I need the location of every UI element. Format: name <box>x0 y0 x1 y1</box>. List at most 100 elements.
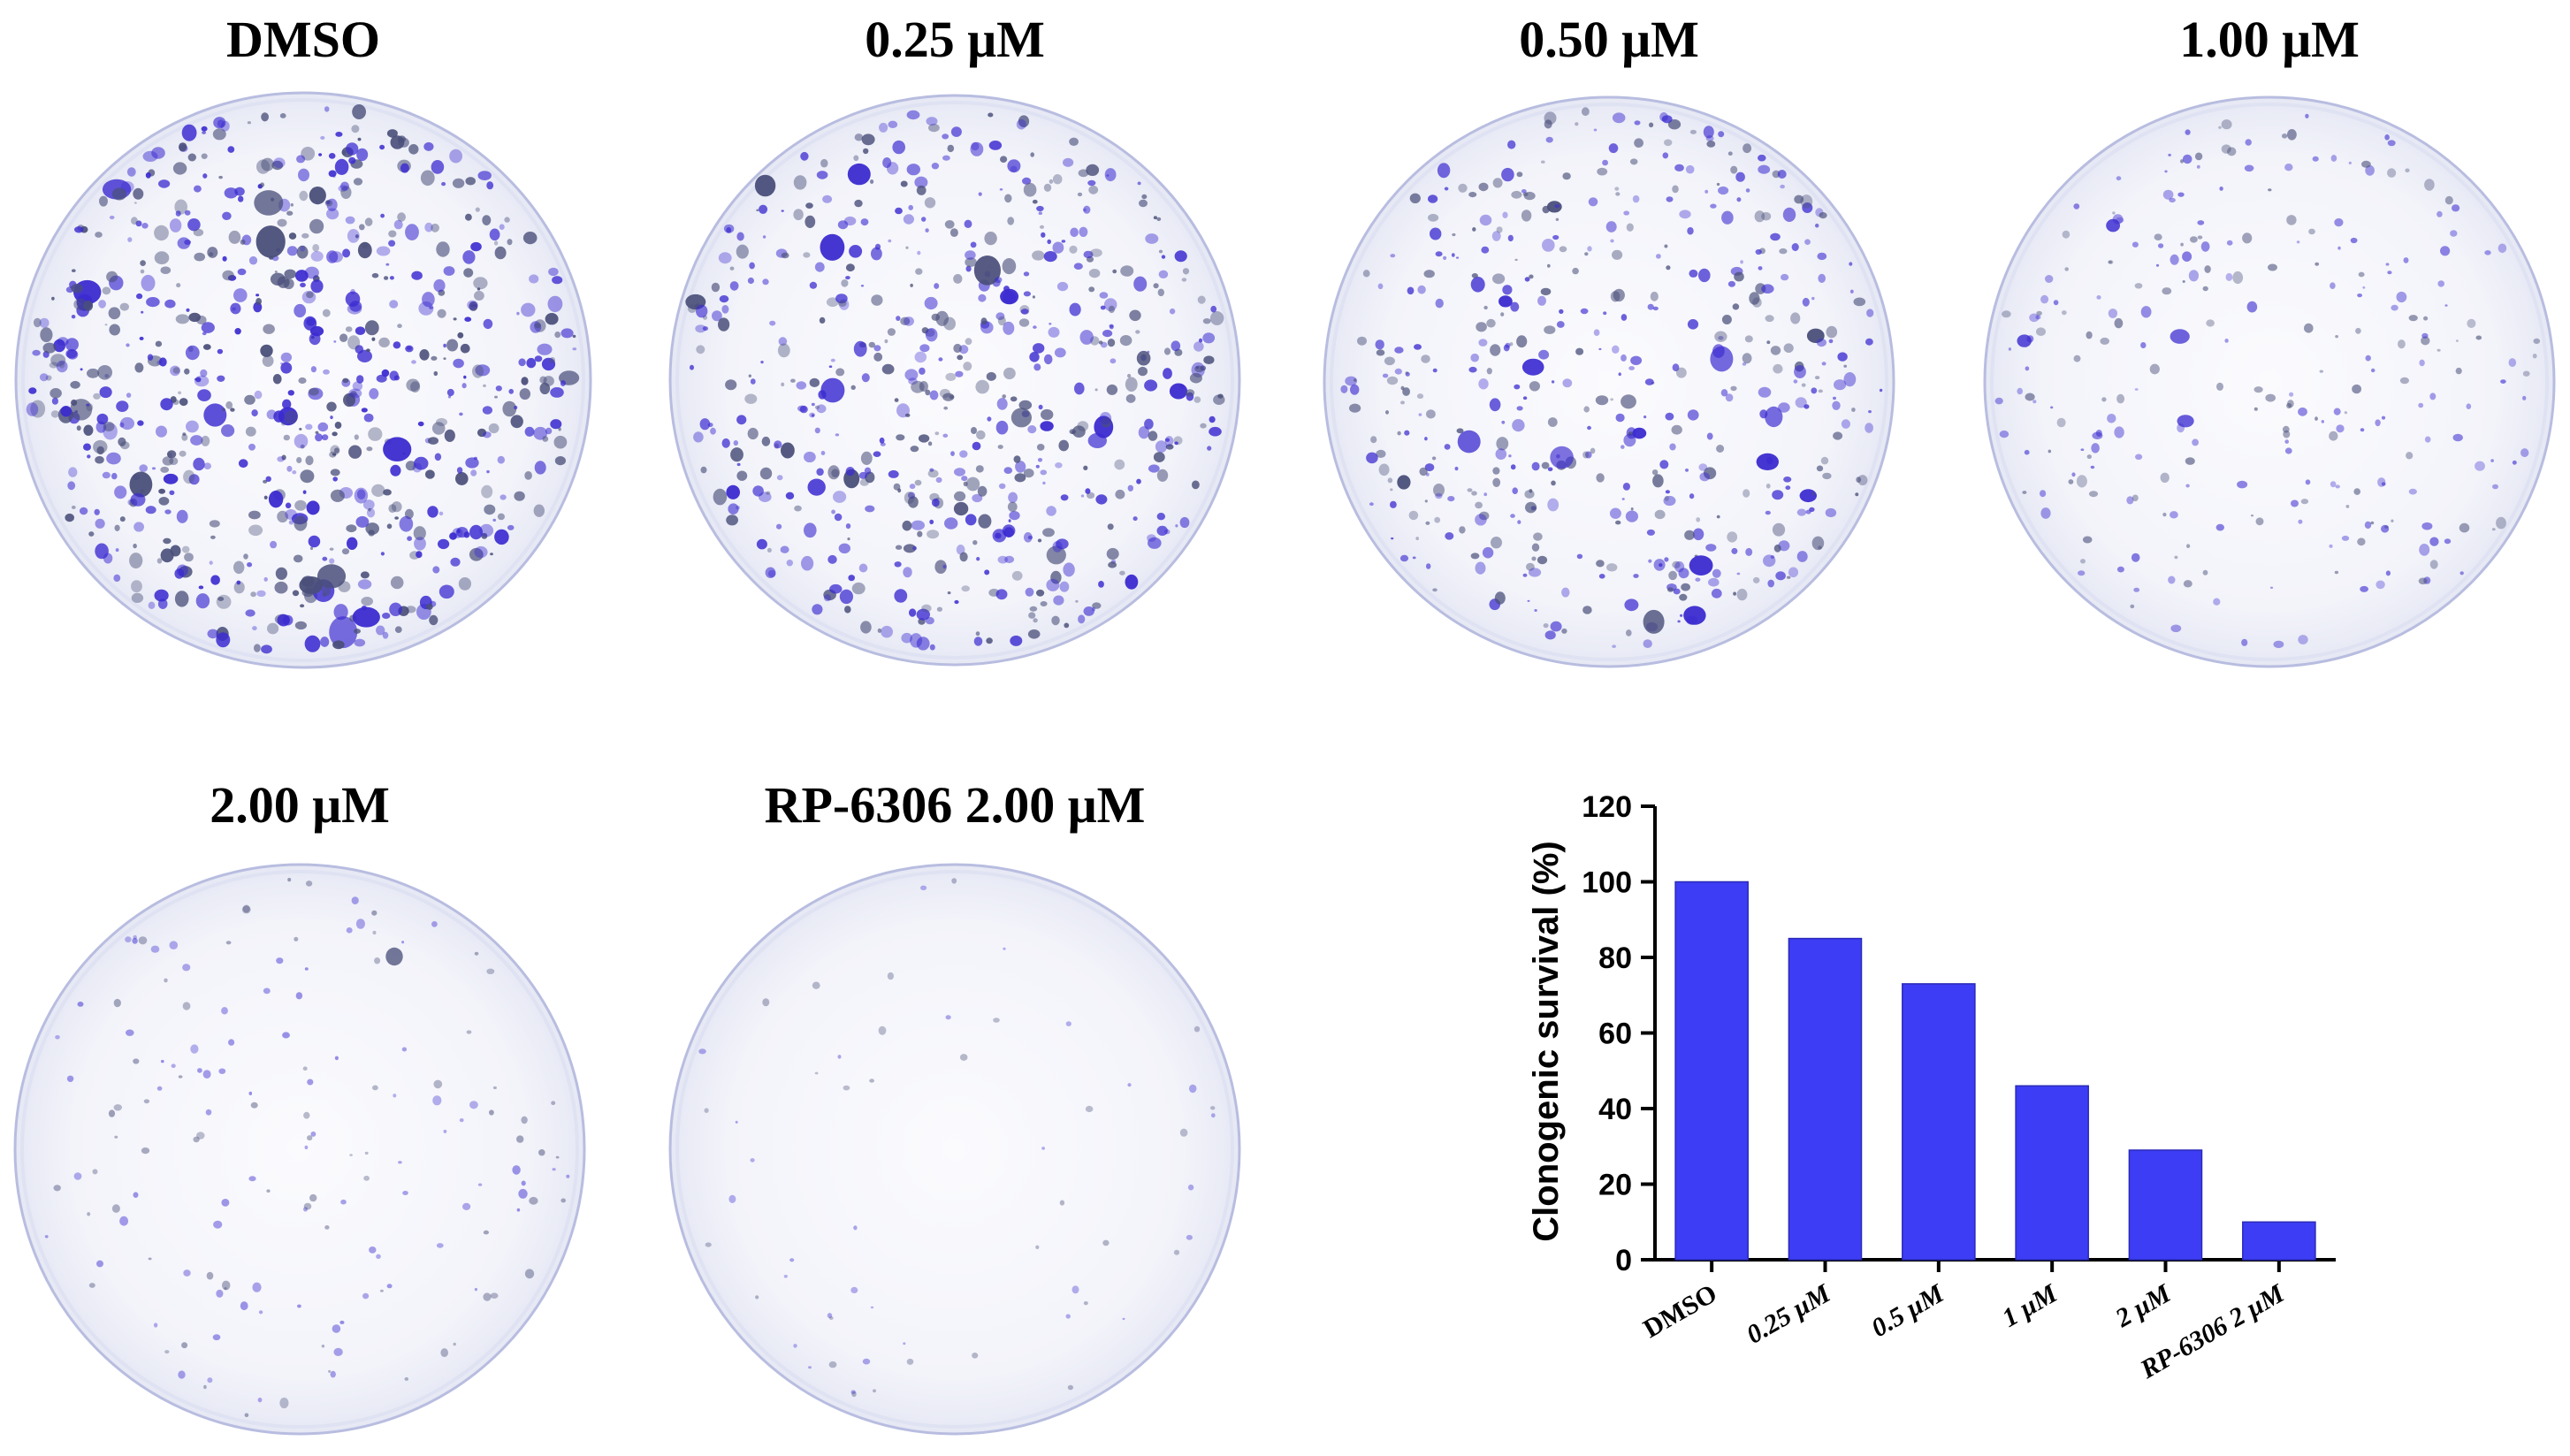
colony <box>469 1101 478 1109</box>
colony <box>483 384 486 387</box>
colony <box>2421 336 2430 346</box>
colony <box>2284 447 2292 454</box>
colony <box>299 576 324 594</box>
colony <box>1052 174 1063 185</box>
colony <box>2040 490 2047 498</box>
colony <box>1680 614 1683 617</box>
colony <box>388 230 397 238</box>
colony <box>1129 309 1141 322</box>
colony <box>2025 393 2035 401</box>
colony <box>858 471 868 479</box>
colony <box>416 551 423 559</box>
colony <box>267 622 279 635</box>
colony <box>1596 560 1605 568</box>
colony <box>443 1129 447 1133</box>
colony <box>1648 559 1652 563</box>
colony <box>368 427 383 441</box>
colony <box>160 398 173 411</box>
colony <box>1664 557 1669 562</box>
colony <box>1369 502 1374 507</box>
colony <box>1752 576 1760 583</box>
colony <box>908 204 913 210</box>
colony <box>222 255 227 262</box>
colony <box>760 361 764 364</box>
colony <box>2131 494 2139 502</box>
colony <box>871 247 882 261</box>
colony <box>1730 385 1737 392</box>
colony <box>814 427 820 434</box>
colony <box>2491 528 2496 531</box>
colony <box>1209 426 1222 437</box>
colony <box>2298 519 2303 524</box>
colony <box>172 162 187 175</box>
colony <box>1832 400 1841 410</box>
colony <box>957 354 964 361</box>
colony <box>736 232 744 241</box>
colony <box>1799 489 1817 503</box>
colony <box>1417 285 1426 294</box>
colony <box>2387 168 2397 178</box>
colony <box>1678 568 1689 579</box>
colony <box>439 584 454 599</box>
colony <box>1725 393 1734 402</box>
colony <box>161 1059 164 1063</box>
colony <box>756 209 759 212</box>
colony <box>2315 416 2318 421</box>
colony <box>308 535 321 548</box>
colony <box>2017 387 2023 395</box>
colony <box>2520 448 2529 458</box>
colony <box>794 505 802 512</box>
colony <box>462 250 476 264</box>
colony <box>1656 254 1661 259</box>
colony <box>2329 544 2333 548</box>
colony <box>1665 412 1674 421</box>
colony <box>203 403 227 427</box>
colony <box>965 476 980 492</box>
colony <box>296 245 309 259</box>
bar <box>2128 1149 2203 1261</box>
colony <box>252 626 257 631</box>
colony <box>820 377 845 403</box>
colony <box>1003 467 1013 474</box>
colony <box>1507 140 1516 149</box>
colony <box>1139 199 1148 208</box>
colony <box>1509 342 1514 347</box>
colony <box>975 631 980 637</box>
colony <box>1456 428 1464 434</box>
colony <box>254 644 261 652</box>
colony <box>2329 431 2338 441</box>
colony <box>222 270 234 281</box>
colony <box>99 195 108 207</box>
colony <box>1602 159 1608 166</box>
colony <box>1492 467 1500 475</box>
colony <box>1470 553 1480 560</box>
colony <box>1171 340 1181 352</box>
colony <box>945 372 957 381</box>
colony <box>1770 555 1775 560</box>
colony <box>1856 476 1862 483</box>
colony <box>1059 1200 1065 1206</box>
colony <box>1040 421 1054 431</box>
colony <box>266 1189 271 1193</box>
colony <box>997 445 1003 449</box>
colony <box>1794 365 1806 378</box>
colony <box>736 244 749 259</box>
colony <box>925 328 938 342</box>
colony <box>2192 438 2200 446</box>
colony <box>420 170 435 187</box>
colony <box>335 132 343 137</box>
colony <box>917 530 923 537</box>
colony <box>348 388 362 399</box>
colony <box>164 509 172 515</box>
colony <box>2162 189 2174 200</box>
colony <box>334 158 349 175</box>
colony <box>1032 295 1035 299</box>
colony <box>1765 406 1783 428</box>
colony <box>1106 174 1110 177</box>
colony <box>2452 433 2463 442</box>
colony <box>333 1347 343 1356</box>
colony <box>1666 196 1674 202</box>
colony <box>871 294 883 306</box>
colony <box>1615 413 1625 423</box>
colony <box>305 455 314 466</box>
